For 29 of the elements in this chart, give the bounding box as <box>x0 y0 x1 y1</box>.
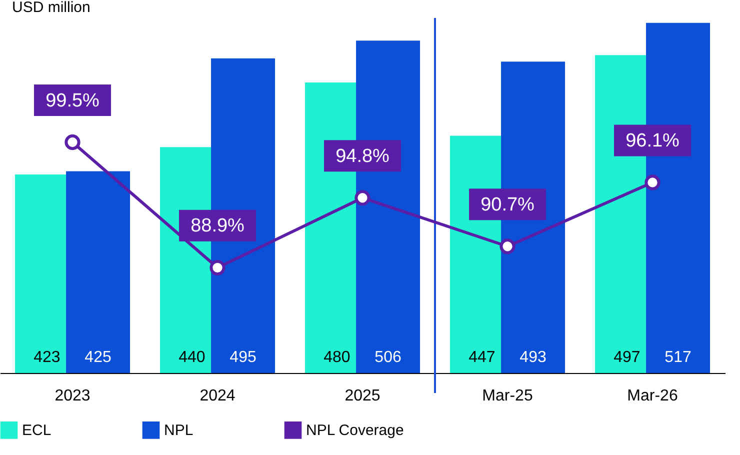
data-label: 495 <box>230 349 256 366</box>
point <box>64 134 80 150</box>
data-label: 497 <box>614 349 640 366</box>
data-label: 96.1% <box>626 130 680 152</box>
data-label: 480 <box>324 349 350 366</box>
data-label: 90.7% <box>480 194 535 216</box>
data-label: 447 <box>468 349 496 366</box>
legend-label: NPL <box>164 422 194 440</box>
legend-label: NPL Coverage <box>306 422 404 440</box>
point <box>500 238 516 254</box>
data-label: 506 <box>374 349 402 366</box>
data-label: 423 <box>34 349 60 366</box>
x-tick-label: 2024 <box>200 388 236 404</box>
point <box>354 190 370 206</box>
data-label: 88.9% <box>190 216 245 237</box>
legend-label: ECL <box>22 422 52 440</box>
data-label: 99.5% <box>46 90 100 112</box>
data-label: 94.8% <box>336 146 390 167</box>
y-axis-title: USD million <box>12 0 90 16</box>
x-tick-label: Mar-26 <box>627 388 678 404</box>
data-label: 517 <box>664 349 692 366</box>
data-label: 493 <box>520 349 546 366</box>
x-tick-label: Mar-25 <box>482 388 533 404</box>
data-label: 425 <box>84 349 112 366</box>
data-label: 440 <box>178 349 206 366</box>
point <box>644 174 660 190</box>
point <box>210 260 226 276</box>
x-tick-label: 2023 <box>54 388 90 404</box>
x-tick-label: 2025 <box>344 388 380 404</box>
